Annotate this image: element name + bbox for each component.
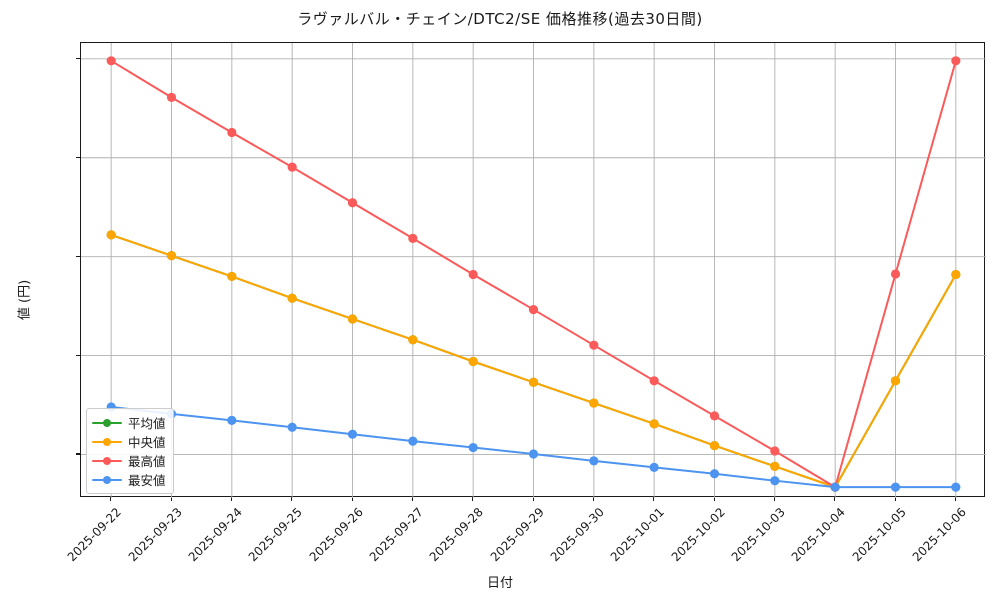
series-marker [227, 271, 237, 282]
legend-label: 中央値 [128, 435, 166, 450]
series-marker [347, 314, 358, 324]
series-marker [709, 469, 720, 479]
series-marker [649, 462, 659, 472]
series-marker [166, 92, 177, 102]
chart-legend[interactable]: 平均値中央値最高値最安値 [86, 408, 174, 494]
series-marker [890, 482, 901, 492]
series-lines [106, 56, 961, 492]
series-marker [770, 446, 780, 456]
series-marker [347, 429, 358, 439]
series-marker [287, 422, 297, 432]
series-marker [649, 376, 659, 386]
series-marker [528, 377, 539, 387]
x-axis-label: 日付 [486, 576, 513, 591]
series-marker [287, 293, 297, 303]
series-marker [589, 456, 599, 466]
series-marker [227, 415, 237, 425]
series-marker [227, 127, 237, 138]
series-marker [106, 56, 116, 66]
series-marker [408, 436, 418, 446]
series-marker [287, 162, 297, 172]
series-marker [830, 482, 840, 492]
plot-area [80, 42, 986, 498]
plot-svg [81, 43, 986, 498]
series-marker [589, 398, 599, 408]
series-marker [649, 419, 659, 429]
series-marker [106, 230, 116, 240]
series-marker [589, 340, 599, 350]
legend-label: 最高値 [128, 454, 166, 469]
series-marker [951, 482, 961, 492]
series-marker [468, 442, 478, 453]
legend-swatch-icon [92, 474, 122, 486]
series-marker [890, 269, 901, 279]
series-marker [770, 476, 780, 486]
series-marker [166, 251, 177, 261]
series-marker [890, 376, 901, 386]
series-marker [408, 335, 418, 345]
series-marker [528, 304, 539, 315]
legend-item-1[interactable]: 平均値 [92, 414, 166, 431]
series-marker [468, 269, 478, 280]
series-marker [468, 356, 478, 367]
legend-label: 平均値 [128, 416, 166, 431]
series-marker [347, 198, 358, 208]
legend-item-3[interactable]: 最高値 [92, 452, 166, 469]
chart-title: ラヴァルバル・チェイン/DTC2/SE 価格推移(過去30日間) [297, 10, 703, 28]
series-marker [709, 411, 720, 421]
series-marker [770, 461, 780, 471]
series-marker [709, 440, 720, 451]
legend-item-2[interactable]: 中央値 [92, 433, 166, 450]
series-marker [408, 233, 418, 243]
y-axis-label: 値 (円) [17, 279, 33, 321]
legend-swatch-icon [92, 417, 122, 429]
series-marker [951, 269, 961, 280]
legend-swatch-icon [92, 436, 122, 448]
legend-swatch-icon [92, 455, 122, 467]
legend-item-4[interactable]: 最安値 [92, 471, 166, 488]
legend-label: 最安値 [128, 473, 166, 488]
series-marker [528, 449, 539, 459]
series-marker [951, 56, 961, 66]
